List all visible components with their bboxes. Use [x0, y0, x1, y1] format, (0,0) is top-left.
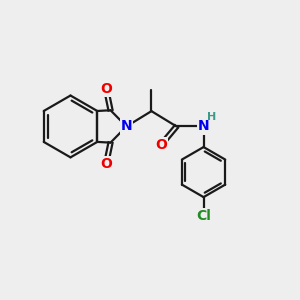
Text: O: O — [100, 157, 112, 171]
Text: N: N — [121, 119, 132, 134]
Text: O: O — [100, 82, 112, 96]
Text: N: N — [198, 119, 209, 134]
Text: H: H — [207, 112, 216, 122]
Text: Cl: Cl — [196, 209, 211, 223]
Text: O: O — [155, 138, 167, 152]
